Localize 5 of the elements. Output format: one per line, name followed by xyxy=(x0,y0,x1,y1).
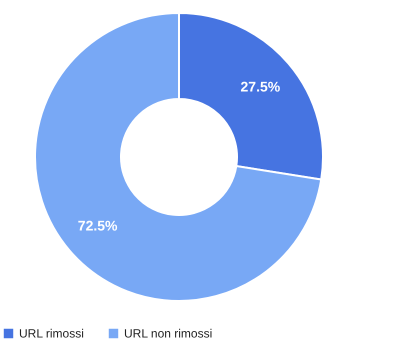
data-label: 72.5% xyxy=(78,217,118,234)
legend-label: URL non rimossi xyxy=(124,326,212,341)
donut-slice xyxy=(34,12,322,302)
data-label: 27.5% xyxy=(240,78,281,95)
legend-label: URL rimossi xyxy=(19,326,84,341)
